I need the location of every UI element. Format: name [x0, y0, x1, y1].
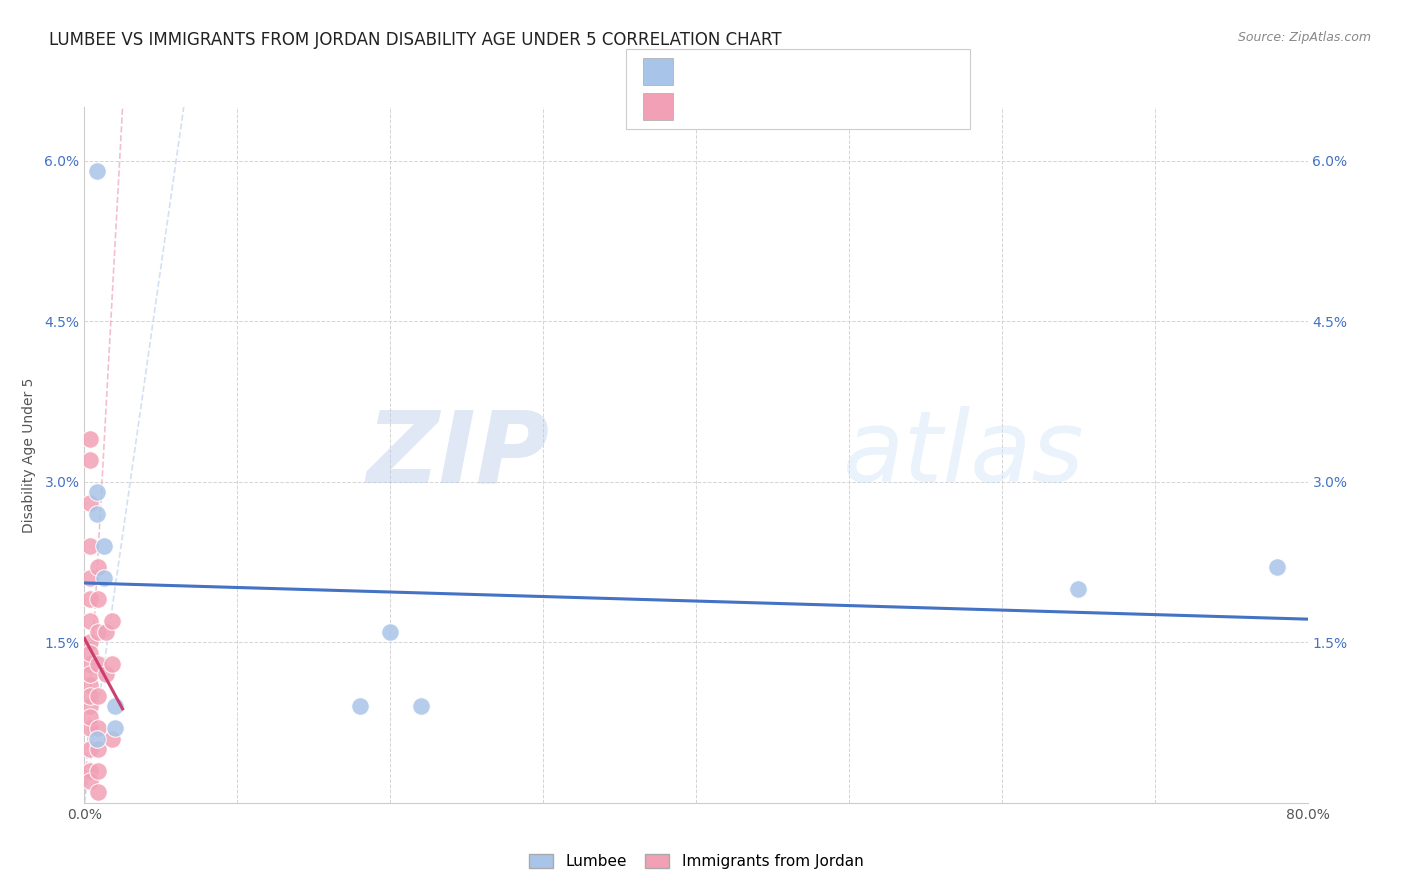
- Point: [86, 485, 108, 500]
- Text: -0.042: -0.042: [727, 64, 775, 79]
- Point: [93, 571, 115, 585]
- Point: [79, 678, 101, 692]
- Point: [87, 742, 110, 756]
- Point: [87, 764, 110, 778]
- Point: [79, 764, 101, 778]
- Point: [79, 571, 101, 585]
- Point: [94, 667, 117, 681]
- Point: [79, 592, 101, 607]
- Point: [79, 710, 101, 724]
- Point: [79, 657, 101, 671]
- Text: atlas: atlas: [842, 407, 1084, 503]
- Point: [94, 624, 117, 639]
- Point: [79, 614, 101, 628]
- Point: [79, 646, 101, 660]
- Point: [87, 721, 110, 735]
- Point: [87, 657, 110, 671]
- Point: [1067, 582, 1090, 596]
- Point: [86, 731, 108, 746]
- Point: [93, 539, 115, 553]
- Text: R =: R =: [685, 64, 716, 79]
- Point: [1265, 560, 1288, 574]
- Point: [79, 721, 101, 735]
- Point: [104, 699, 127, 714]
- Point: [104, 721, 127, 735]
- Point: [79, 699, 101, 714]
- Legend: Lumbee, Immigrants from Jordan: Lumbee, Immigrants from Jordan: [523, 847, 869, 875]
- Point: [101, 731, 124, 746]
- Text: 33: 33: [837, 99, 855, 114]
- Text: R =: R =: [685, 99, 716, 114]
- Point: [87, 624, 110, 639]
- Point: [79, 635, 101, 649]
- Point: [87, 592, 110, 607]
- Text: N =: N =: [790, 99, 832, 114]
- Text: LUMBEE VS IMMIGRANTS FROM JORDAN DISABILITY AGE UNDER 5 CORRELATION CHART: LUMBEE VS IMMIGRANTS FROM JORDAN DISABIL…: [49, 31, 782, 49]
- Point: [86, 164, 108, 178]
- Point: [349, 699, 371, 714]
- Point: [79, 667, 101, 681]
- Text: ZIP: ZIP: [366, 407, 550, 503]
- Point: [79, 742, 101, 756]
- Point: [87, 785, 110, 799]
- Text: Source: ZipAtlas.com: Source: ZipAtlas.com: [1237, 31, 1371, 45]
- Text: 12: 12: [837, 64, 855, 79]
- Point: [79, 539, 101, 553]
- Point: [87, 689, 110, 703]
- Point: [79, 453, 101, 467]
- Point: [79, 432, 101, 446]
- Text: N =: N =: [790, 64, 832, 79]
- Text: 0.177: 0.177: [727, 99, 769, 114]
- Point: [87, 560, 110, 574]
- Point: [79, 774, 101, 789]
- Point: [101, 614, 124, 628]
- Point: [79, 689, 101, 703]
- Point: [79, 496, 101, 510]
- Point: [86, 507, 108, 521]
- Point: [380, 624, 402, 639]
- Y-axis label: Disability Age Under 5: Disability Age Under 5: [22, 377, 37, 533]
- Point: [101, 657, 124, 671]
- Point: [409, 699, 432, 714]
